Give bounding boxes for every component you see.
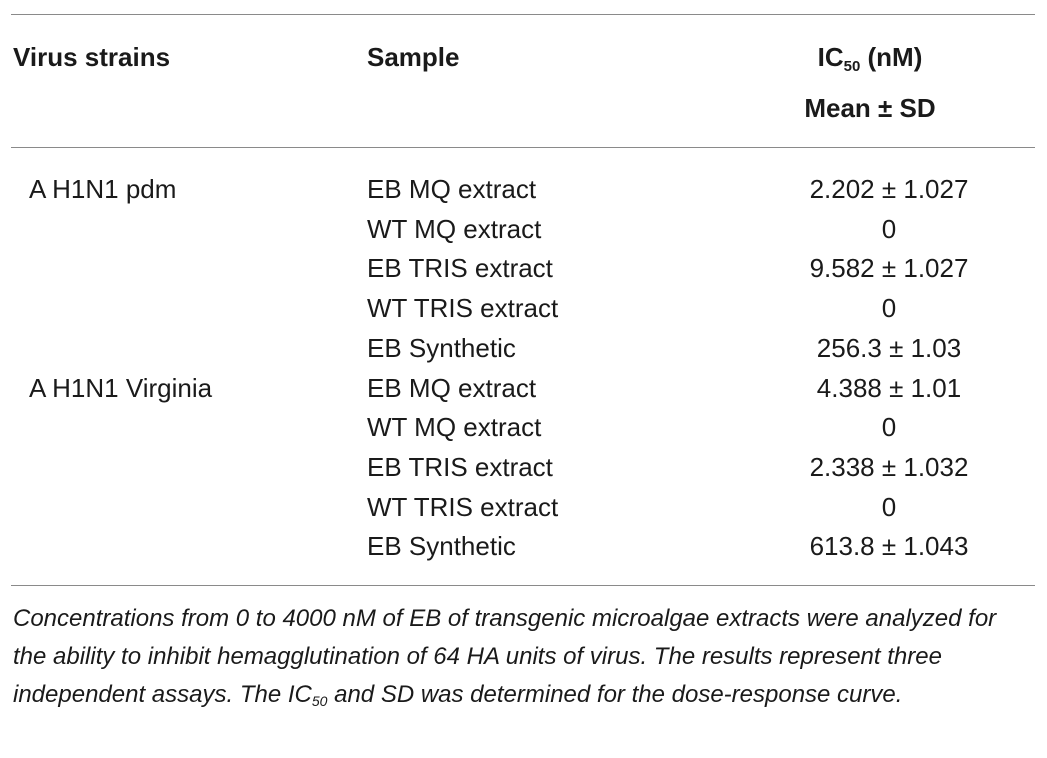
cell-ic50-value: 0 [881,213,897,244]
header-ic50-prefix: IC [817,42,844,72]
table-row: WT MQ extract 0 [11,214,1035,254]
cell-sample: EB TRIS extract [367,253,553,284]
cell-virus-strain: A H1N1 pdm [29,174,177,204]
table-row: EB TRIS extract 9.582 ± 1.027 [11,253,1035,293]
cell-ic50-value: 0 [881,412,897,443]
cell-sample: WT MQ extract [367,213,542,244]
top-rule [11,14,1035,15]
table-row: EB Synthetic 256.3 ± 1.03 [11,333,1035,373]
cell-ic50-value: 2.202 ± 1.027 [809,174,969,204]
cell-sample: EB MQ extract [367,174,537,204]
header-mean-sd: Mean ± SD [804,93,936,123]
cell-ic50-value: 0 [881,293,897,324]
caption-text-1: Concentrations from 0 to 4000 nM of EB o… [13,605,997,708]
cell-ic50-value: 4.388 ± 1.01 [816,372,962,403]
cell-ic50-value: 0 [881,491,897,522]
table-row: WT TRIS extract 0 [11,293,1035,333]
header-virus-strains: Virus strains [13,42,171,72]
cell-ic50-value: 9.582 ± 1.027 [809,253,969,284]
header-ic50-subscript: 50 [843,58,861,75]
caption-text-2: and SD was determined for the dose-respo… [327,681,903,708]
table-row: WT MQ extract 0 [11,412,1035,452]
caption-subscript: 50 [311,693,328,709]
cell-sample: EB TRIS extract [367,451,553,482]
table-row: WT TRIS extract 0 [11,492,1035,532]
header-ic50-unit: (nM) [860,42,923,72]
cell-sample: WT MQ extract [367,412,542,443]
table-header: Virus strains Sample IC50 (nM) Mean ± SD [11,15,1035,147]
table-row: A H1N1 pdm EB MQ extract 2.202 ± 1.027 [11,174,1035,214]
header-ic50: IC50 (nM) [787,42,953,77]
table-row: EB Synthetic 613.8 ± 1.043 [11,531,1035,571]
cell-ic50-value: 256.3 ± 1.03 [816,332,962,363]
cell-ic50-value: 613.8 ± 1.043 [809,531,969,562]
cell-virus-strain: A H1N1 Virginia [29,372,213,403]
cell-sample: WT TRIS extract [367,293,559,324]
header-rule [11,147,1035,148]
results-table: Virus strains Sample IC50 (nM) Mean ± SD… [11,14,1035,586]
cell-ic50-value: 2.338 ± 1.032 [809,451,969,482]
header-sample: Sample [367,42,460,72]
cell-sample: WT TRIS extract [367,491,559,522]
table-caption: Concentrations from 0 to 4000 nM of EB o… [13,600,1013,716]
table-row: EB TRIS extract 2.338 ± 1.032 [11,452,1035,492]
bottom-rule [11,585,1035,586]
cell-sample: EB Synthetic [367,531,516,562]
table-row: A H1N1 Virginia EB MQ extract 4.388 ± 1.01 [11,373,1035,413]
cell-sample: EB MQ extract [367,372,537,403]
cell-sample: EB Synthetic [367,332,516,363]
table-body: A H1N1 pdm EB MQ extract 2.202 ± 1.027 WT M… [11,148,1035,585]
